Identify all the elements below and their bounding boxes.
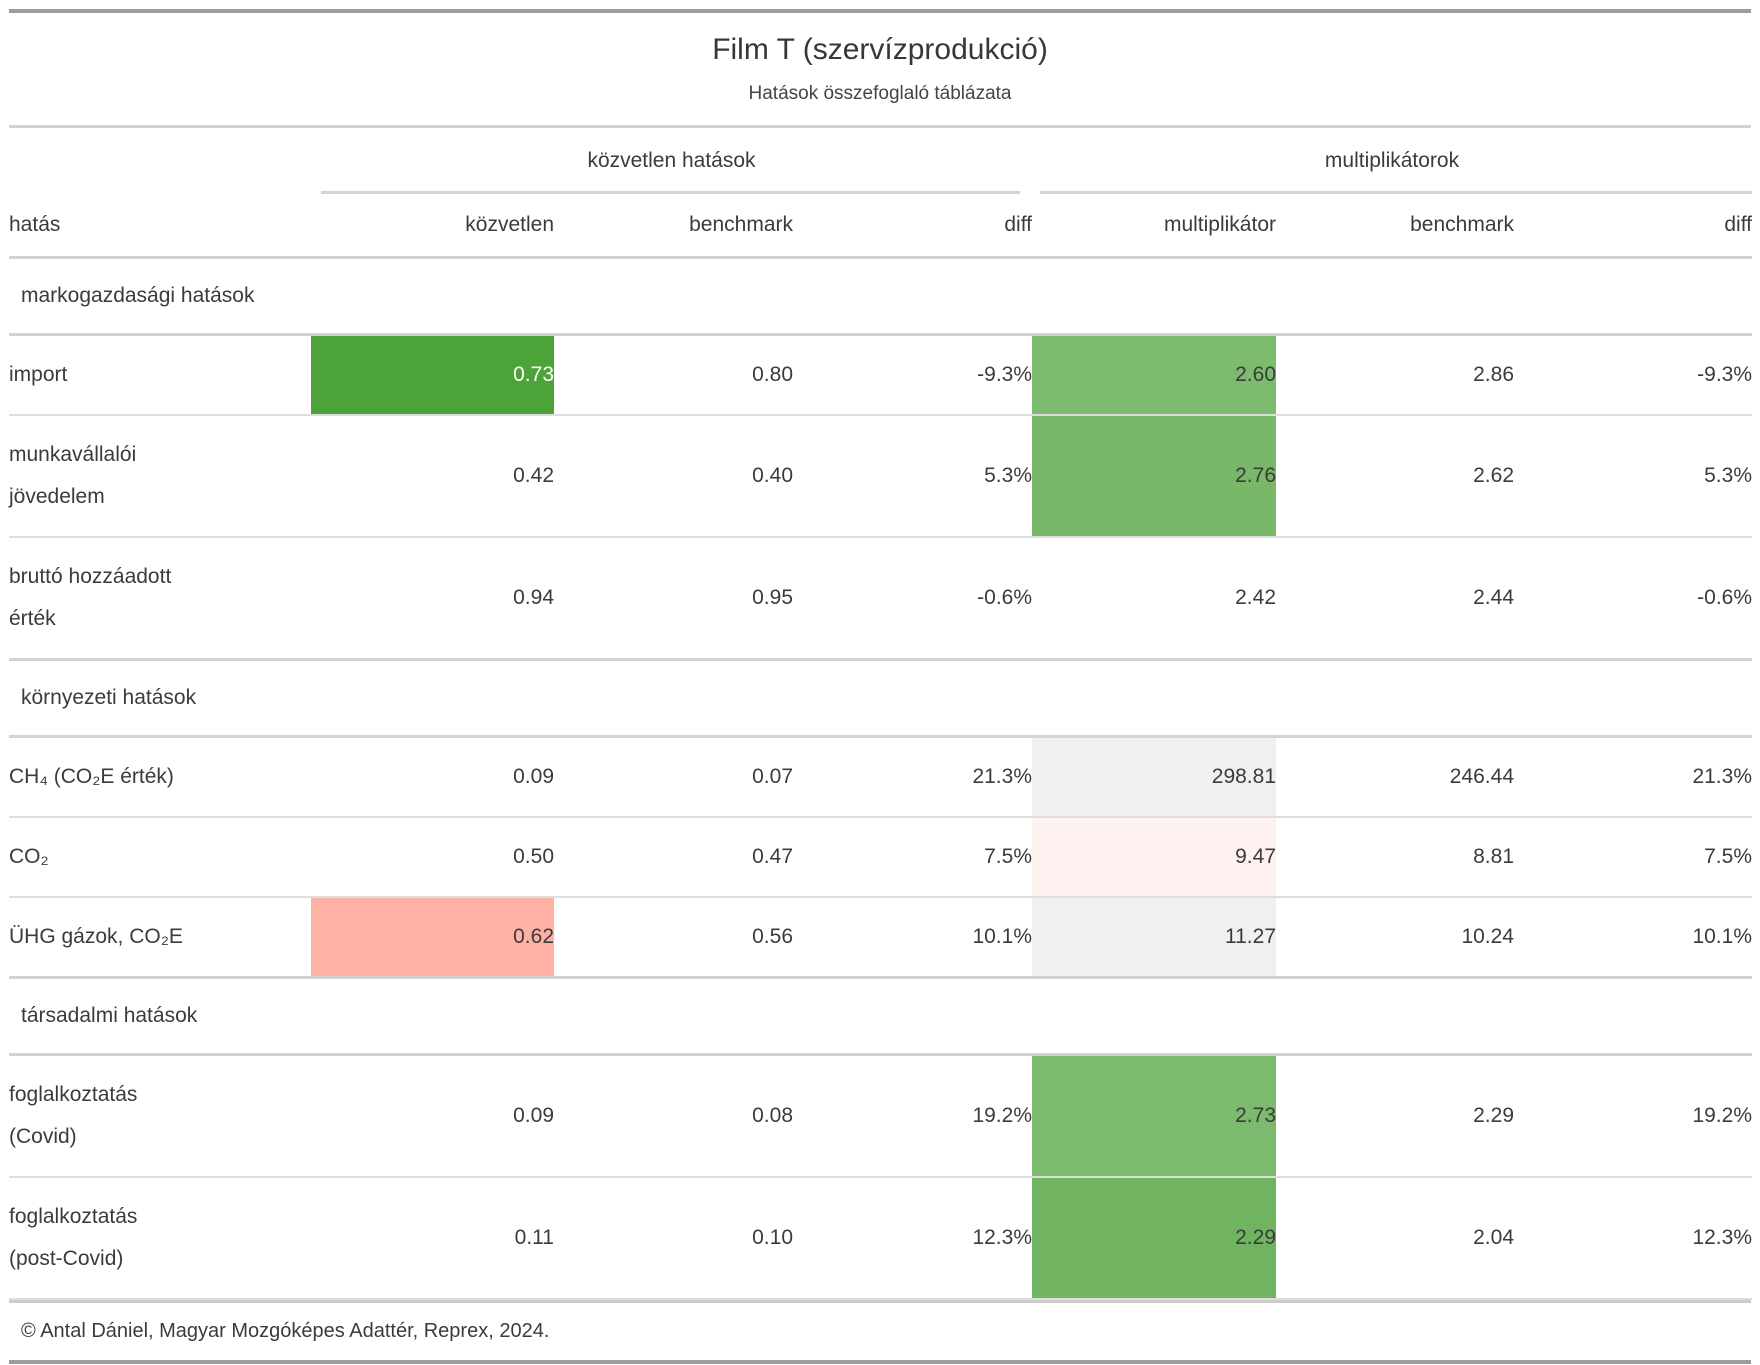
- section-label: környezeti hatások: [9, 658, 1752, 738]
- value-cell: 0.42: [311, 415, 554, 538]
- value-cell: 0.94: [311, 537, 554, 661]
- value-cell: 0.56: [554, 897, 793, 979]
- value-cell: 0.80: [554, 334, 793, 416]
- table-row: bruttó hozzáadott érték 0.94 0.95 -0.6% 2.42…: [9, 537, 1752, 661]
- value-cell: -0.6%: [793, 537, 1032, 661]
- value-cell: 12.3%: [793, 1177, 1032, 1300]
- value-cell: 0.95: [554, 537, 793, 661]
- row-label: import: [9, 334, 311, 416]
- table-title: Film T (szervízprodukció): [712, 33, 1048, 66]
- value-cell: 10.1%: [793, 897, 1032, 979]
- value-cell: 2.62: [1276, 415, 1514, 538]
- row-label: CO₂: [9, 817, 311, 898]
- value-cell: 10.24: [1276, 897, 1514, 979]
- table-row: import 0.73 0.80 -9.3% 2.60 2.86 -9.3%: [9, 334, 1752, 416]
- value-cell: 2.60: [1032, 334, 1276, 416]
- value-cell: 2.76: [1032, 415, 1276, 538]
- table-body: markogazdasági hatások import 0.73 0.80 -9.3…: [9, 256, 1752, 1300]
- section-label: társadalmi hatások: [9, 976, 1752, 1056]
- col-header-benchmark-direct: benchmark: [554, 194, 793, 259]
- value-cell: 0.62: [311, 897, 554, 979]
- table-row: munkavállalói jövedelem 0.42 0.40 5.3% 2.76 2…: [9, 415, 1752, 538]
- spanner-multipliers: multiplikátorok: [1032, 128, 1752, 194]
- value-cell: 11.27: [1032, 897, 1276, 979]
- row-label: munkavállalói jövedelem: [9, 415, 311, 538]
- table-row: foglalkoztatás (Covid) 0.09 0.08 19.2% 2.73 2…: [9, 1054, 1752, 1178]
- value-cell: 7.5%: [1514, 817, 1752, 898]
- row-label: bruttó hozzáadott érték: [9, 537, 311, 661]
- col-header-diff-direct: diff: [793, 194, 1032, 259]
- spanner-row: közvetlen hatások multiplikátorok: [9, 128, 1752, 194]
- value-cell: 19.2%: [793, 1054, 1032, 1178]
- section-row: markogazdasági hatások: [9, 256, 1752, 336]
- section-label: markogazdasági hatások: [9, 256, 1752, 336]
- value-cell: 0.10: [554, 1177, 793, 1300]
- section-row: társadalmi hatások: [9, 976, 1752, 1056]
- data-table: közvetlen hatások multiplikátorok hatás …: [9, 128, 1752, 1300]
- table-row: ÜHG gázok, CO₂E 0.62 0.56 10.1% 11.27 10.24 10…: [9, 897, 1752, 979]
- value-cell: 7.5%: [793, 817, 1032, 898]
- value-cell: -9.3%: [1514, 334, 1752, 416]
- value-cell: 0.50: [311, 817, 554, 898]
- table-row: CO₂ 0.50 0.47 7.5% 9.47 8.81 7.5%: [9, 817, 1752, 898]
- row-label: CH₄ (CO₂E érték): [9, 736, 311, 818]
- value-cell: 2.42: [1032, 537, 1276, 661]
- value-cell: 8.81: [1276, 817, 1514, 898]
- table-row: foglalkoztatás (post-Covid) 0.11 0.10 12.3%…: [9, 1177, 1752, 1300]
- col-header-diff-mult: diff: [1514, 194, 1752, 259]
- col-header-kozvetlen: közvetlen: [311, 194, 554, 259]
- value-cell: 0.73: [311, 334, 554, 416]
- value-cell: 2.29: [1276, 1054, 1514, 1178]
- section-row: környezeti hatások: [9, 658, 1752, 738]
- table-row: CH₄ (CO₂E érték) 0.09 0.07 21.3% 298.81 246.4…: [9, 736, 1752, 818]
- value-cell: 21.3%: [793, 736, 1032, 818]
- value-cell: 5.3%: [793, 415, 1032, 538]
- value-cell: 19.2%: [1514, 1054, 1752, 1178]
- value-cell: -0.6%: [1514, 537, 1752, 661]
- value-cell: 21.3%: [1514, 736, 1752, 818]
- col-header-benchmark-mult: benchmark: [1276, 194, 1514, 259]
- value-cell: 0.47: [554, 817, 793, 898]
- value-cell: 0.40: [554, 415, 793, 538]
- row-label: foglalkoztatás (Covid): [9, 1054, 311, 1178]
- col-header-multiplikator: multiplikátor: [1032, 194, 1276, 259]
- summary-table: Film T (szervízprodukció) Hatások összef…: [9, 9, 1752, 1364]
- value-cell: 5.3%: [1514, 415, 1752, 538]
- value-cell: 9.47: [1032, 817, 1276, 898]
- row-label: ÜHG gázok, CO₂E: [9, 897, 311, 979]
- value-cell: 2.86: [1276, 334, 1514, 416]
- value-cell: 12.3%: [1514, 1177, 1752, 1300]
- column-header-row: hatás közvetlen benchmark diff multiplik…: [9, 194, 1752, 259]
- value-cell: 0.08: [554, 1054, 793, 1178]
- value-cell: 298.81: [1032, 736, 1276, 818]
- value-cell: 2.29: [1032, 1177, 1276, 1300]
- value-cell: 0.07: [554, 736, 793, 818]
- spanner-empty: [9, 128, 311, 194]
- table-heading: Film T (szervízprodukció) Hatások összef…: [9, 13, 1751, 128]
- table-footer: © Antal Dániel, Magyar Mozgóképes Adatté…: [9, 1300, 1751, 1360]
- value-cell: 10.1%: [1514, 897, 1752, 979]
- value-cell: 0.11: [311, 1177, 554, 1300]
- footer-note: © Antal Dániel, Magyar Mozgóképes Adatté…: [21, 1320, 550, 1342]
- value-cell: 2.73: [1032, 1054, 1276, 1178]
- value-cell: 0.09: [311, 1054, 554, 1178]
- col-header-hatas: hatás: [9, 194, 311, 259]
- table-head: közvetlen hatások multiplikátorok hatás …: [9, 128, 1752, 259]
- table-subtitle: Hatások összefoglaló táblázata: [748, 83, 1012, 104]
- value-cell: 2.44: [1276, 537, 1514, 661]
- value-cell: 0.09: [311, 736, 554, 818]
- row-label: foglalkoztatás (post-Covid): [9, 1177, 311, 1300]
- page: { "table": { "title": "Film T (szervízpr…: [0, 9, 1760, 1365]
- spanner-direct-effects: közvetlen hatások: [311, 128, 1032, 194]
- value-cell: 2.04: [1276, 1177, 1514, 1300]
- value-cell: 246.44: [1276, 736, 1514, 818]
- value-cell: -9.3%: [793, 334, 1032, 416]
